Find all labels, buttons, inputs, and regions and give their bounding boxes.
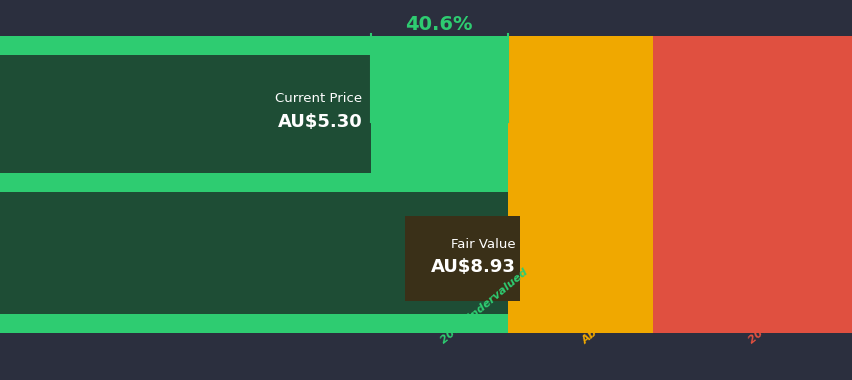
Bar [507,55,652,173]
Bar [652,55,852,173]
Bar [0,36,507,55]
Text: 20% Overvalued: 20% Overvalued [746,272,830,346]
Text: Fair Value: Fair Value [451,238,515,251]
Bar [0,55,507,173]
Text: 20% Undervalued: 20% Undervalued [439,267,530,346]
Text: Current Price: Current Price [275,92,362,105]
Bar [405,216,520,301]
Bar [0,192,507,314]
Text: 40.6%: 40.6% [405,15,473,34]
Text: AU$8.93: AU$8.93 [430,258,515,276]
Bar [652,36,852,55]
Bar [507,173,652,192]
Bar [507,192,652,314]
Bar [507,314,652,332]
Bar [652,314,852,332]
Text: AU$5.30: AU$5.30 [278,112,362,131]
Bar [0,173,507,192]
Bar [0,55,371,173]
Text: About Right: About Right [579,290,643,346]
Bar [652,173,852,192]
Bar [0,314,507,332]
Bar [507,36,652,55]
Text: Undervalued: Undervalued [403,65,475,74]
Bar [652,192,852,314]
